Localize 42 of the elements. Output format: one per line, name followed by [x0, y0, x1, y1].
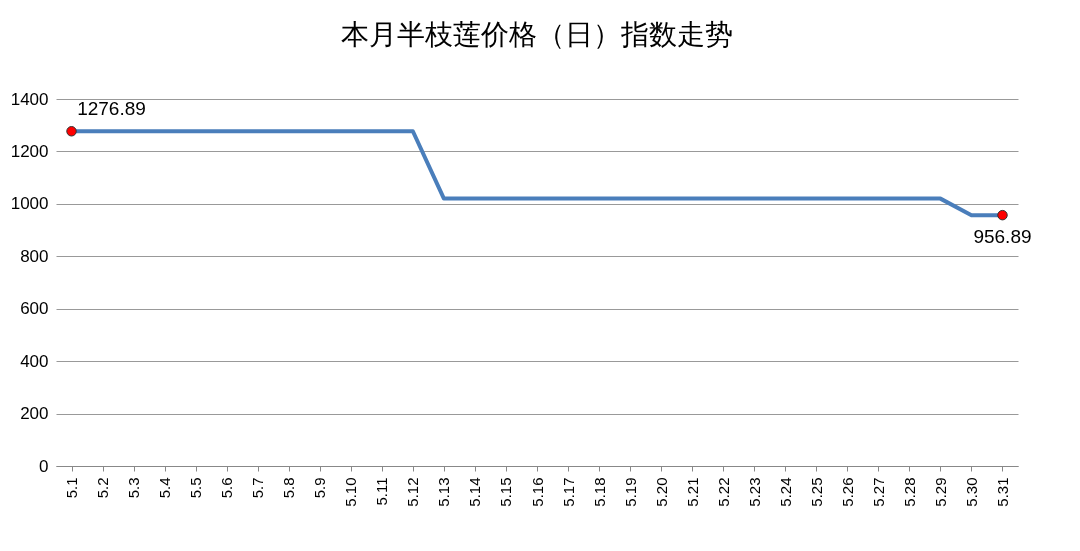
x-tick-label: 5.5	[187, 477, 205, 499]
x-tick-label: 5.14	[466, 477, 484, 507]
x-tick-label: 5.31	[993, 477, 1011, 507]
x-tick-label: 5.6	[218, 477, 236, 499]
x-tick-label: 5.22	[714, 477, 732, 507]
x-tick-label: 5.30	[962, 477, 980, 507]
x-tick-label: 5.9	[311, 477, 329, 499]
x-tick-label: 5.3	[125, 477, 143, 499]
x-tick-label: 5.4	[156, 477, 174, 499]
y-tick-label: 600	[20, 299, 49, 319]
x-tick-label: 5.23	[745, 477, 763, 507]
y-tick-label: 1400	[10, 89, 49, 109]
x-tick-label: 5.11	[373, 477, 391, 506]
x-tick-label: 5.7	[249, 477, 267, 499]
x-tick-label: 5.26	[838, 477, 856, 507]
x-tick-label: 5.17	[559, 477, 577, 507]
y-tick-label: 1200	[10, 141, 49, 161]
x-tick-label: 5.2	[94, 477, 112, 499]
data-label: 1276.89	[77, 98, 146, 120]
x-tick-label: 5.27	[869, 477, 887, 507]
x-tick-label: 5.28	[900, 477, 918, 507]
x-tick-label: 5.10	[342, 477, 360, 507]
x-tick-label: 5.12	[404, 477, 422, 507]
x-tick-label: 5.16	[528, 477, 546, 507]
x-tick-label: 5.1	[63, 477, 81, 499]
x-tick-label: 5.24	[776, 477, 794, 507]
y-tick-label: 1000	[10, 194, 49, 214]
x-tick-label: 5.15	[497, 477, 515, 507]
x-tick-label: 5.29	[931, 477, 949, 507]
x-tick-label: 5.19	[621, 477, 639, 507]
y-tick-label: 400	[20, 351, 49, 371]
y-tick-label: 800	[20, 246, 49, 266]
chart-title: 本月半枝莲价格（日）指数走势	[341, 19, 733, 50]
x-tick-label: 5.18	[590, 477, 608, 507]
y-tick-label: 0	[39, 456, 49, 476]
x-tick-label: 5.8	[280, 477, 298, 499]
x-tick-label: 5.25	[807, 477, 825, 507]
x-tick-label: 5.13	[435, 477, 453, 507]
data-label: 956.89	[973, 226, 1032, 248]
x-tick-label: 5.20	[652, 477, 670, 507]
y-tick-label: 200	[20, 404, 49, 424]
x-tick-label: 5.21	[683, 477, 701, 507]
